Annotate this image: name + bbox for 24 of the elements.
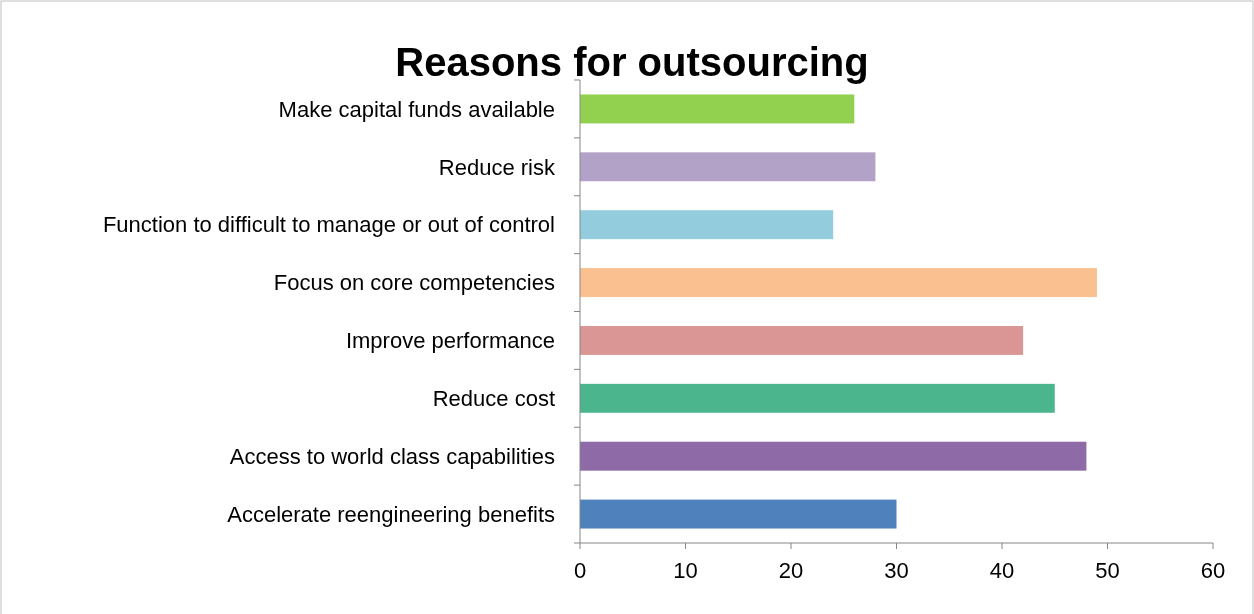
bar <box>580 383 1055 413</box>
x-tick-label: 30 <box>884 558 909 583</box>
x-tick-label: 20 <box>778 558 804 583</box>
y-tick-label: Accelerate reengineering benefits <box>227 501 555 527</box>
y-tick-label: Reduce cost <box>432 386 555 412</box>
bar <box>580 268 1097 298</box>
y-tick-label: Improve performance <box>345 328 555 354</box>
x-tick-label: 10 <box>673 558 698 583</box>
y-tick-label: Make capital funds available <box>278 96 555 122</box>
bar <box>580 94 855 124</box>
y-tick-label: Reduce risk <box>438 154 556 180</box>
bar <box>580 325 1024 355</box>
y-tick-label: Focus on core competencies <box>273 270 555 296</box>
chart-title: Reasons for outsourcing <box>395 40 869 84</box>
bar <box>580 152 876 182</box>
x-tick-label: 50 <box>1095 558 1120 583</box>
y-tick-label: Access to world class capabilities <box>229 443 555 469</box>
y-tick-label: Function to difficult to manage or out of control <box>102 212 555 238</box>
x-tick-label: 40 <box>989 558 1015 583</box>
bar <box>580 499 897 529</box>
bar <box>580 210 834 240</box>
bar <box>580 441 1087 471</box>
x-tick-label: 60 <box>1200 558 1226 583</box>
x-tick-label: 0 <box>573 558 587 583</box>
